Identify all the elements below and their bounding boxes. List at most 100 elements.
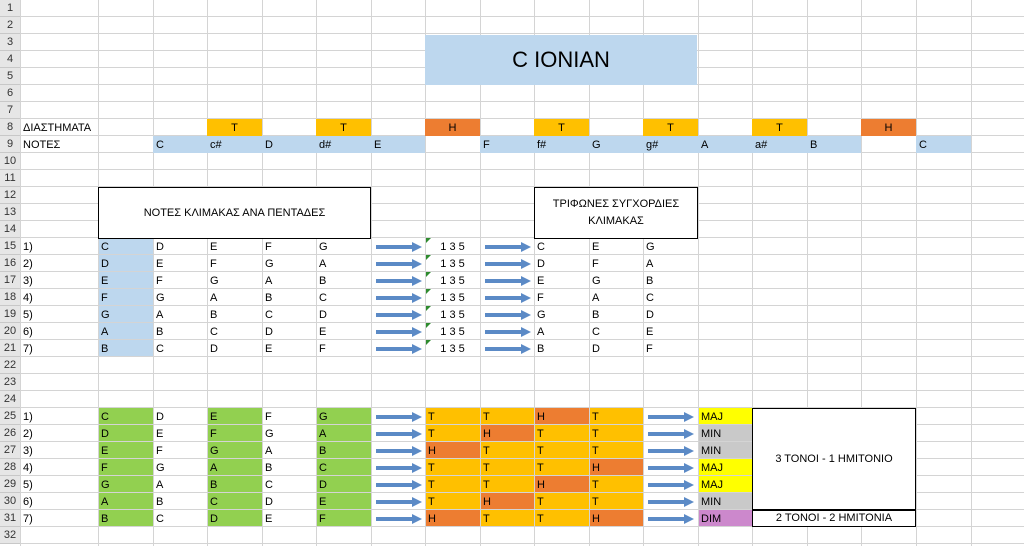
row-index[interactable]: 5) — [23, 478, 33, 491]
step-cell[interactable]: T — [483, 461, 490, 474]
cell-fill[interactable] — [589, 442, 643, 459]
row-header[interactable]: 29 — [0, 476, 20, 493]
chord-quality[interactable]: MAJ — [701, 461, 723, 474]
cell-fill[interactable] — [698, 510, 752, 527]
row-header[interactable]: 4 — [0, 51, 20, 68]
scale-note[interactable]: F — [210, 257, 217, 270]
triad-formula[interactable]: 1 3 5 — [440, 257, 465, 270]
row-index[interactable]: 3) — [23, 274, 33, 287]
chord-quality[interactable]: DIM — [701, 512, 722, 525]
cell-fill[interactable] — [98, 408, 153, 425]
step-cell[interactable]: T — [537, 512, 544, 525]
scale-note[interactable]: E — [101, 274, 109, 287]
scale-note[interactable]: D — [156, 410, 164, 423]
triad-note[interactable]: D — [537, 257, 545, 270]
chromatic-note[interactable]: f# — [534, 136, 589, 153]
chromatic-note[interactable]: A — [698, 136, 752, 153]
step-cell[interactable]: T — [483, 478, 490, 491]
intervals-label[interactable]: ΔΙΑΣΤΗΜΑΤΑ — [23, 121, 92, 134]
triad-note[interactable]: C — [646, 291, 654, 304]
row-header[interactable]: 9 — [0, 136, 20, 153]
cell-fill[interactable] — [207, 459, 262, 476]
cell-fill[interactable] — [534, 459, 589, 476]
scale-note[interactable]: E — [319, 325, 327, 338]
scale-note[interactable]: A — [101, 325, 109, 338]
cell-fill[interactable] — [207, 442, 262, 459]
cell-fill[interactable] — [589, 510, 643, 527]
scale-note[interactable]: C — [265, 308, 273, 321]
scale-note[interactable]: E — [265, 512, 273, 525]
step-cell[interactable]: T — [428, 427, 435, 440]
chord-quality[interactable]: MAJ — [701, 410, 723, 423]
step-cell[interactable]: H — [483, 427, 491, 440]
cell-fill[interactable] — [207, 425, 262, 442]
chord-quality[interactable]: MIN — [701, 444, 722, 457]
cell-fill[interactable] — [534, 442, 589, 459]
row-header[interactable]: 2 — [0, 17, 20, 34]
interval-cell[interactable]: H — [425, 119, 480, 136]
row-header[interactable]: 24 — [0, 391, 20, 408]
scale-note[interactable]: B — [319, 274, 327, 287]
triad-formula[interactable]: 1 3 5 — [440, 274, 465, 287]
step-cell[interactable]: H — [428, 444, 436, 457]
cell-fill[interactable] — [316, 442, 371, 459]
scale-note[interactable]: C — [101, 410, 109, 423]
row-header[interactable]: 27 — [0, 442, 20, 459]
chromatic-note[interactable]: D — [262, 136, 316, 153]
scale-note[interactable]: B — [210, 308, 218, 321]
triad-note[interactable]: B — [592, 308, 600, 321]
row-header[interactable]: 25 — [0, 408, 20, 425]
scale-note[interactable]: E — [156, 427, 164, 440]
chromatic-note[interactable]: F — [480, 136, 534, 153]
row-header[interactable]: 20 — [0, 323, 20, 340]
interval-cell[interactable]: T — [534, 119, 589, 136]
scale-note[interactable]: C — [101, 240, 109, 253]
scale-note[interactable]: G — [101, 478, 110, 491]
row-index[interactable]: 1) — [23, 410, 33, 423]
cell-fill[interactable] — [98, 306, 153, 323]
row-header[interactable]: 1 — [0, 0, 20, 17]
row-index[interactable]: 6) — [23, 325, 33, 338]
scale-note[interactable]: D — [210, 512, 218, 525]
scale-note[interactable]: F — [265, 240, 272, 253]
cell-fill[interactable] — [425, 493, 480, 510]
scale-note[interactable]: A — [265, 444, 273, 457]
cell-fill[interactable] — [425, 510, 480, 527]
step-cell[interactable]: T — [537, 444, 544, 457]
scale-note[interactable]: C — [156, 342, 164, 355]
cell-fill[interactable] — [98, 289, 153, 306]
scale-note[interactable]: A — [319, 427, 327, 440]
cell-fill[interactable] — [534, 510, 589, 527]
row-header[interactable]: 19 — [0, 306, 20, 323]
row-header[interactable]: 10 — [0, 153, 20, 170]
scale-note[interactable]: C — [210, 325, 218, 338]
scale-note[interactable]: B — [210, 478, 218, 491]
row-index[interactable]: 7) — [23, 342, 33, 355]
cell-fill[interactable] — [698, 408, 752, 425]
cell-fill[interactable] — [316, 408, 371, 425]
chromatic-note[interactable]: a# — [752, 136, 807, 153]
scale-note[interactable]: B — [319, 444, 327, 457]
cell-fill[interactable] — [589, 425, 643, 442]
scale-note[interactable]: E — [156, 257, 164, 270]
scale-note[interactable]: D — [101, 257, 109, 270]
row-header[interactable]: 14 — [0, 221, 20, 238]
triad-note[interactable]: B — [537, 342, 545, 355]
step-cell[interactable]: T — [428, 478, 435, 491]
step-cell[interactable]: H — [483, 495, 491, 508]
row-header[interactable]: 15 — [0, 238, 20, 255]
scale-note[interactable]: G — [319, 240, 328, 253]
cell-fill[interactable] — [316, 510, 371, 527]
cell-fill[interactable] — [98, 442, 153, 459]
row-header[interactable]: 16 — [0, 255, 20, 272]
cell-fill[interactable] — [534, 425, 589, 442]
cell-fill[interactable] — [534, 476, 589, 493]
cell-fill[interactable] — [316, 493, 371, 510]
cell-fill[interactable] — [207, 476, 262, 493]
scale-note[interactable]: G — [265, 427, 274, 440]
chromatic-note[interactable]: C — [153, 136, 207, 153]
step-cell[interactable]: T — [537, 427, 544, 440]
cell-fill[interactable] — [98, 493, 153, 510]
interval-cell[interactable]: H — [861, 119, 916, 136]
